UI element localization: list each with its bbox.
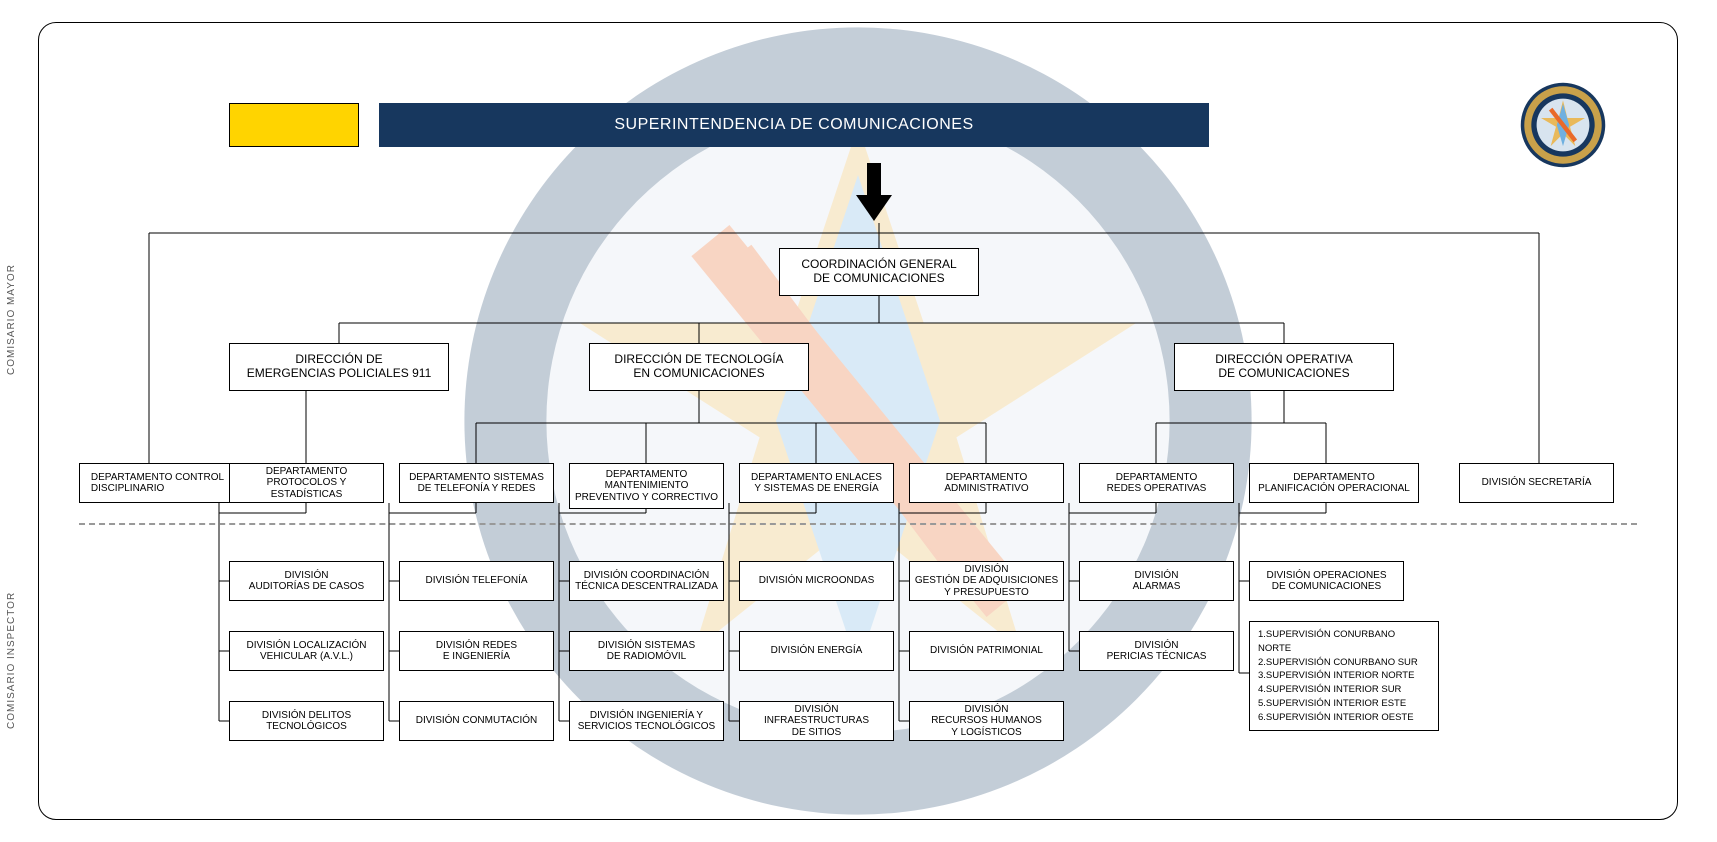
dir-tecnologia: DIRECCIÓN DE TECNOLOGÍAEN COMUNICACIONES xyxy=(589,343,809,391)
division-box-d2a-0: DIVISIÓN TELEFONÍA xyxy=(399,561,554,601)
div-secretaria: DIVISIÓN SECRETARÍA xyxy=(1459,463,1614,503)
division-box-d3a-0: DIVISIÓNALARMAS xyxy=(1079,561,1234,601)
supervisions-list: 1.SUPERVISIÓN CONURBANO NORTE 2.SUPERVIS… xyxy=(1249,621,1439,731)
root-box: COORDINACIÓN GENERALDE COMUNICACIONES xyxy=(779,248,979,296)
division-box-d2a-2: DIVISIÓN CONMUTACIÓN xyxy=(399,701,554,741)
division-box-d2a-1: DIVISIÓN REDESE INGENIERÍA xyxy=(399,631,554,671)
dep-control-disciplinario: DEPARTAMENTO CONTROLDISCIPLINARIO xyxy=(79,463,234,503)
supervision-item: 2.SUPERVISIÓN CONURBANO SUR xyxy=(1258,656,1430,670)
rank-separator xyxy=(79,523,1637,525)
dep-telefonia-redes: DEPARTAMENTO SISTEMASDE TELEFONÍA Y REDE… xyxy=(399,463,554,503)
chart-frame: SUPERINTENDENCIA DE COMUNICACIONES xyxy=(38,22,1678,820)
division-box-d2b-0: DIVISIÓN COORDINACIÓNTÉCNICA DESCENTRALI… xyxy=(569,561,724,601)
down-arrow-icon xyxy=(854,163,894,223)
dir-operativa: DIRECCIÓN OPERATIVADE COMUNICACIONES xyxy=(1174,343,1394,391)
division-box-d2d-2: DIVISIÓNRECURSOS HUMANOSY LOGÍSTICOS xyxy=(909,701,1064,741)
dep-administrativo: DEPARTAMENTOADMINISTRATIVO xyxy=(909,463,1064,503)
division-box-d1-1: DIVISIÓN LOCALIZACIÓNVEHICULAR (A.V.L.) xyxy=(229,631,384,671)
supervision-item: 3.SUPERVISIÓN INTERIOR NORTE xyxy=(1258,669,1430,683)
dep-planificacion: DEPARTAMENTOPLANIFICACIÓN OPERACIONAL xyxy=(1249,463,1419,503)
side-label-inspector: COMISARIO INSPECTOR xyxy=(6,560,26,760)
dep-mantenimiento: DEPARTAMENTOMANTENIMIENTOPREVENTIVO Y CO… xyxy=(569,463,724,509)
division-box-d2c-0: DIVISIÓN MICROONDAS xyxy=(739,561,894,601)
org-logo xyxy=(1519,81,1607,169)
division-box-d2b-2: DIVISIÓN INGENIERÍA YSERVICIOS TECNOLÓGI… xyxy=(569,701,724,741)
dep-protocolos: DEPARTAMENTOPROTOCOLOS Y ESTADÍSTICAS xyxy=(229,463,384,503)
division-box-d3b-0: DIVISIÓN OPERACIONESDE COMUNICACIONES xyxy=(1249,561,1404,601)
side-label-mayor: COMISARIO MAYOR xyxy=(6,230,26,410)
division-box-d2d-0: DIVISIÓNGESTIÓN DE ADQUISICIONESY PRESUP… xyxy=(909,561,1064,601)
yellow-block xyxy=(229,103,359,147)
division-box-d1-0: DIVISIÓNAUDITORÍAS DE CASOS xyxy=(229,561,384,601)
dep-enlaces-energia: DEPARTAMENTO ENLACESY SISTEMAS DE ENERGÍ… xyxy=(739,463,894,503)
supervision-item: 6.SUPERVISIÓN INTERIOR OESTE xyxy=(1258,711,1430,725)
dir-emergencias-911: DIRECCIÓN DEEMERGENCIAS POLICIALES 911 xyxy=(229,343,449,391)
division-box-d2b-1: DIVISIÓN SISTEMASDE RADIOMÓVIL xyxy=(569,631,724,671)
division-box-d3a-1: DIVISIÓNPERICIAS TÉCNICAS xyxy=(1079,631,1234,671)
supervision-item: 5.SUPERVISIÓN INTERIOR ESTE xyxy=(1258,697,1430,711)
division-box-d2c-2: DIVISIÓNINFRAESTRUCTURASDE SITIOS xyxy=(739,701,894,741)
division-box-d2c-1: DIVISIÓN ENERGÍA xyxy=(739,631,894,671)
division-box-d1-2: DIVISIÓN DELITOSTECNOLÓGICOS xyxy=(229,701,384,741)
division-box-d2d-1: DIVISIÓN PATRIMONIAL xyxy=(909,631,1064,671)
supervision-item: 1.SUPERVISIÓN CONURBANO NORTE xyxy=(1258,628,1430,656)
supervision-item: 4.SUPERVISIÓN INTERIOR SUR xyxy=(1258,683,1430,697)
title-bar: SUPERINTENDENCIA DE COMUNICACIONES xyxy=(379,103,1209,147)
dep-redes-operativas: DEPARTAMENTOREDES OPERATIVAS xyxy=(1079,463,1234,503)
